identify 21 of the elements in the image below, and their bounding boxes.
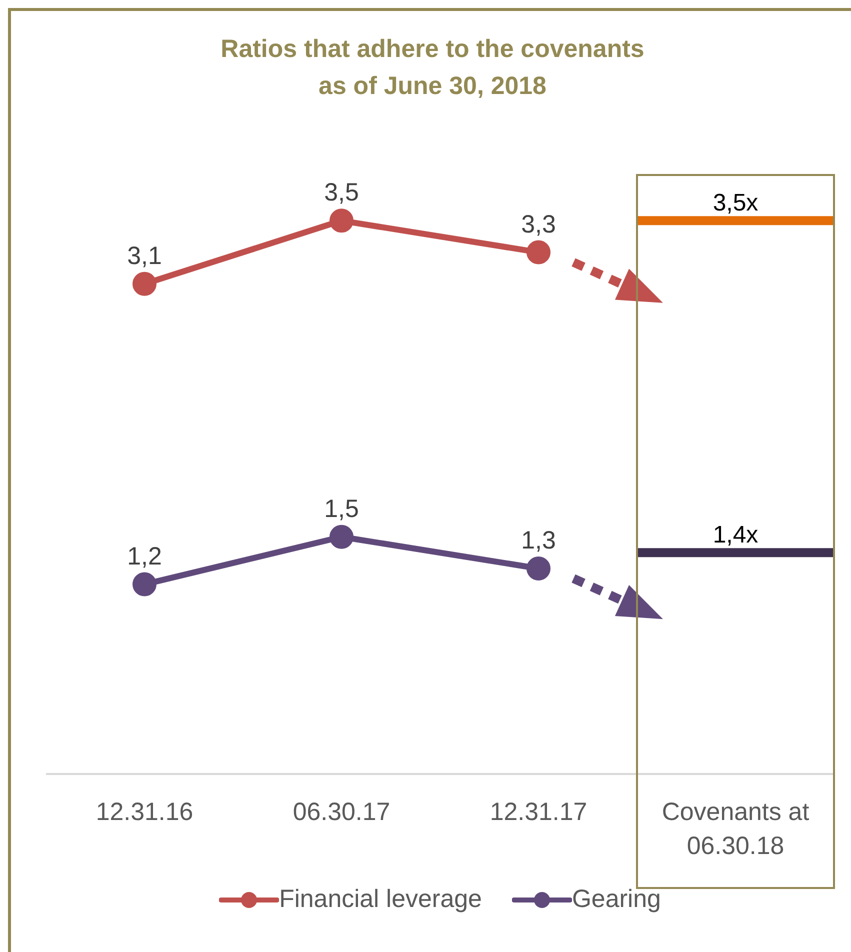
point xyxy=(132,272,156,296)
legend-label: Gearing xyxy=(572,885,661,914)
point xyxy=(330,208,354,233)
point xyxy=(330,524,354,549)
data-label: 1,3 xyxy=(521,526,556,554)
data-label: 3,5 xyxy=(324,178,359,207)
ref-line-label: 1,4x xyxy=(712,522,758,549)
chart-title: Ratios that adhere to the covenants as of June 30, 2018 xyxy=(220,34,646,102)
data-label: 1,5 xyxy=(324,494,359,523)
x-tick-label: 12.31.17 xyxy=(490,798,588,826)
legend-label: Financial leverage xyxy=(279,885,482,914)
x-tick-label: Covenants at 06.30.18 xyxy=(662,798,810,860)
data-label: 3,1 xyxy=(127,242,162,270)
x-tick-label: 12.31.16 xyxy=(96,798,194,826)
point xyxy=(132,572,156,596)
ref-line-label: 3,5x xyxy=(712,190,758,217)
x-tick-label: 06.30.17 xyxy=(292,798,390,826)
point xyxy=(526,556,550,580)
point xyxy=(526,240,550,264)
data-label: 1,2 xyxy=(127,542,162,570)
data-label: 3,3 xyxy=(521,210,556,238)
